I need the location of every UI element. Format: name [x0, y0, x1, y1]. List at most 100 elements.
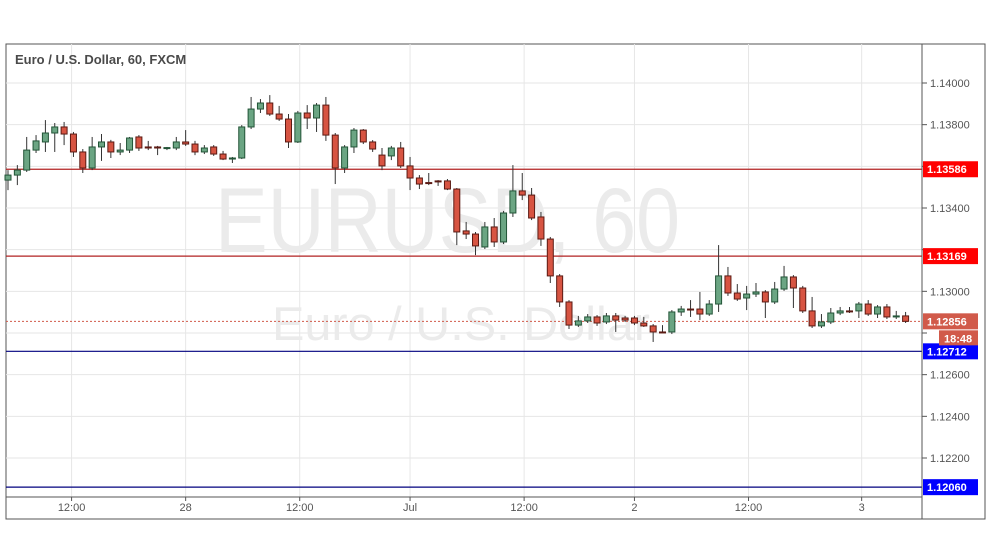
- candle[interactable]: [528, 187, 536, 221]
- candle[interactable]: [238, 125, 246, 160]
- candle[interactable]: [687, 300, 695, 317]
- candle[interactable]: [285, 114, 292, 148]
- candle[interactable]: [771, 281, 779, 305]
- candle[interactable]: [490, 217, 498, 247]
- candle[interactable]: [743, 285, 751, 311]
- candle[interactable]: [574, 315, 582, 327]
- candle[interactable]: [154, 145, 162, 156]
- candle[interactable]: [902, 311, 910, 323]
- candle[interactable]: [481, 221, 489, 250]
- candle[interactable]: [182, 130, 190, 146]
- candle[interactable]: [537, 211, 545, 246]
- candle[interactable]: [612, 312, 620, 332]
- candle[interactable]: [341, 145, 349, 173]
- candle[interactable]: [715, 245, 723, 312]
- candle[interactable]: [565, 300, 573, 330]
- candle[interactable]: [210, 145, 218, 156]
- candle[interactable]: [397, 141, 405, 168]
- candle[interactable]: [69, 131, 77, 157]
- candle[interactable]: [789, 275, 797, 308]
- candle[interactable]: [518, 172, 526, 201]
- candle[interactable]: [266, 95, 274, 116]
- candle[interactable]: [892, 310, 900, 320]
- candle[interactable]: [228, 156, 236, 163]
- candle[interactable]: [864, 300, 872, 316]
- candle[interactable]: [593, 315, 601, 326]
- candle[interactable]: [51, 122, 59, 152]
- candle[interactable]: [640, 316, 648, 327]
- candle[interactable]: [780, 265, 788, 291]
- candle[interactable]: [415, 175, 423, 190]
- candle[interactable]: [602, 312, 610, 325]
- candle[interactable]: [425, 172, 433, 186]
- candle[interactable]: [303, 105, 311, 130]
- candle[interactable]: [705, 300, 713, 316]
- candle[interactable]: [294, 110, 302, 143]
- candle[interactable]: [79, 149, 87, 173]
- candle[interactable]: [98, 134, 105, 161]
- candle[interactable]: [219, 150, 227, 161]
- candle[interactable]: [88, 136, 96, 171]
- candle[interactable]: [23, 136, 31, 172]
- candle[interactable]: [677, 305, 685, 316]
- candle[interactable]: [387, 145, 395, 161]
- candle[interactable]: [359, 129, 367, 145]
- candle[interactable]: [443, 179, 451, 191]
- candle[interactable]: [275, 105, 283, 121]
- candle[interactable]: [406, 156, 414, 191]
- candle[interactable]: [761, 290, 769, 318]
- candle[interactable]: [200, 145, 208, 155]
- candle[interactable]: [144, 140, 152, 151]
- candle[interactable]: [434, 180, 442, 186]
- candle[interactable]: [883, 304, 891, 320]
- candle[interactable]: [500, 210, 508, 245]
- candle[interactable]: [4, 170, 12, 191]
- candle[interactable]: [874, 305, 882, 318]
- candle[interactable]: [855, 301, 863, 318]
- candle[interactable]: [163, 146, 171, 151]
- candle[interactable]: [724, 266, 732, 296]
- candle[interactable]: [817, 314, 825, 328]
- candle[interactable]: [453, 187, 461, 246]
- candle[interactable]: [696, 291, 704, 321]
- candle[interactable]: [546, 236, 554, 283]
- candle[interactable]: [32, 135, 40, 153]
- candle[interactable]: [256, 99, 264, 113]
- candle[interactable]: [621, 315, 629, 322]
- candle[interactable]: [331, 132, 339, 185]
- candle[interactable]: [135, 135, 143, 151]
- candle[interactable]: [556, 274, 564, 307]
- candle[interactable]: [378, 147, 386, 171]
- candle[interactable]: [191, 140, 199, 156]
- candle[interactable]: [472, 231, 479, 256]
- candle[interactable]: [752, 282, 760, 297]
- candle[interactable]: [247, 96, 255, 130]
- candle[interactable]: [649, 324, 657, 342]
- candle[interactable]: [509, 165, 517, 217]
- candle[interactable]: [369, 140, 377, 152]
- candle[interactable]: [799, 285, 807, 313]
- candle[interactable]: [172, 136, 180, 151]
- candle[interactable]: [41, 120, 49, 152]
- candle[interactable]: [350, 127, 358, 153]
- candle[interactable]: [462, 221, 470, 240]
- candle[interactable]: [733, 284, 741, 301]
- candle[interactable]: [584, 314, 592, 323]
- candle[interactable]: [322, 96, 330, 141]
- candle-body-up: [98, 141, 105, 148]
- candle[interactable]: [13, 165, 21, 186]
- candle[interactable]: [116, 142, 124, 156]
- candle[interactable]: [827, 307, 835, 325]
- candle[interactable]: [668, 310, 676, 335]
- candle[interactable]: [107, 139, 115, 158]
- candle[interactable]: [836, 306, 844, 316]
- axes[interactable]: 12:00 28 12:00 Jul 12:00 2 12:00 3 1.14000 1.1380…: [6, 44, 978, 519]
- candle[interactable]: [313, 102, 321, 132]
- candle[interactable]: [808, 296, 816, 328]
- candle[interactable]: [659, 325, 666, 334]
- candle[interactable]: [846, 306, 853, 313]
- candle[interactable]: [630, 315, 638, 326]
- candle[interactable]: [60, 121, 68, 146]
- candle[interactable]: [126, 136, 134, 153]
